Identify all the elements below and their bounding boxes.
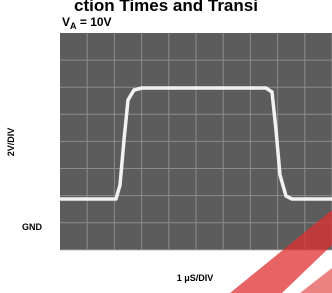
condition: VA = 10V: [62, 15, 112, 31]
ground-label: GND: [22, 222, 43, 232]
heading: ction Times and Transi: [74, 0, 258, 15]
scope-figure: ction Times and Transi VA = 10V 2V/DIV G…: [0, 0, 332, 293]
watermark: [300, 268, 332, 293]
condition-value: = 10V: [77, 15, 112, 29]
y-scale-label: 2V/DIV: [6, 128, 16, 157]
x-scale-label: 1 μS/DIV: [177, 273, 214, 283]
page: {"header": {"title": "ction Times and Tr…: [0, 0, 332, 293]
condition-symbol: V: [62, 15, 70, 29]
